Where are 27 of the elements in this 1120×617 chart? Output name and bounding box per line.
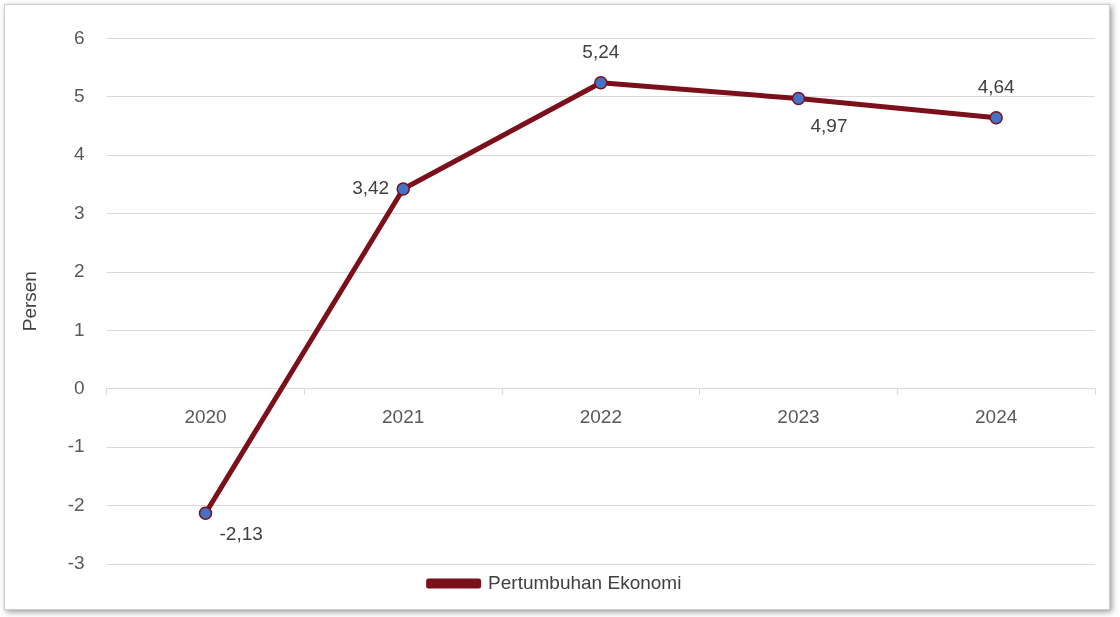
legend-label: Pertumbuhan Ekonomi xyxy=(488,571,682,593)
data-label: 4,64 xyxy=(977,76,1016,98)
y-tick-label: 4 xyxy=(74,143,86,165)
y-tick-label: -2 xyxy=(67,493,85,515)
y-tick-label: 2 xyxy=(74,260,85,282)
y-tick-label: 6 xyxy=(74,26,85,48)
y-axis-title: Persen xyxy=(18,271,40,332)
y-tick-label: 0 xyxy=(74,377,85,399)
y-tick-label: 3 xyxy=(74,201,85,223)
data-label: 5,24 xyxy=(582,41,620,63)
data-label: 4,97 xyxy=(810,114,848,136)
point xyxy=(396,182,410,196)
y-tick-label: 1 xyxy=(74,318,85,340)
x-tick-label: 2024 xyxy=(975,406,1018,428)
x-tick-label: 2023 xyxy=(777,406,820,428)
y-tick-label: 5 xyxy=(74,85,85,107)
x-tick-label: 2021 xyxy=(382,406,425,428)
x-tick-label: 2020 xyxy=(184,406,227,428)
point xyxy=(594,76,608,90)
point xyxy=(989,111,1003,125)
y-tick-label: -1 xyxy=(67,435,85,457)
point xyxy=(791,91,806,106)
x-tick-label: 2022 xyxy=(579,406,622,428)
y-tick-label: -3 xyxy=(67,552,85,574)
point xyxy=(198,506,213,520)
data-label: 3,42 xyxy=(352,177,390,199)
data-label: -2,13 xyxy=(219,523,263,545)
